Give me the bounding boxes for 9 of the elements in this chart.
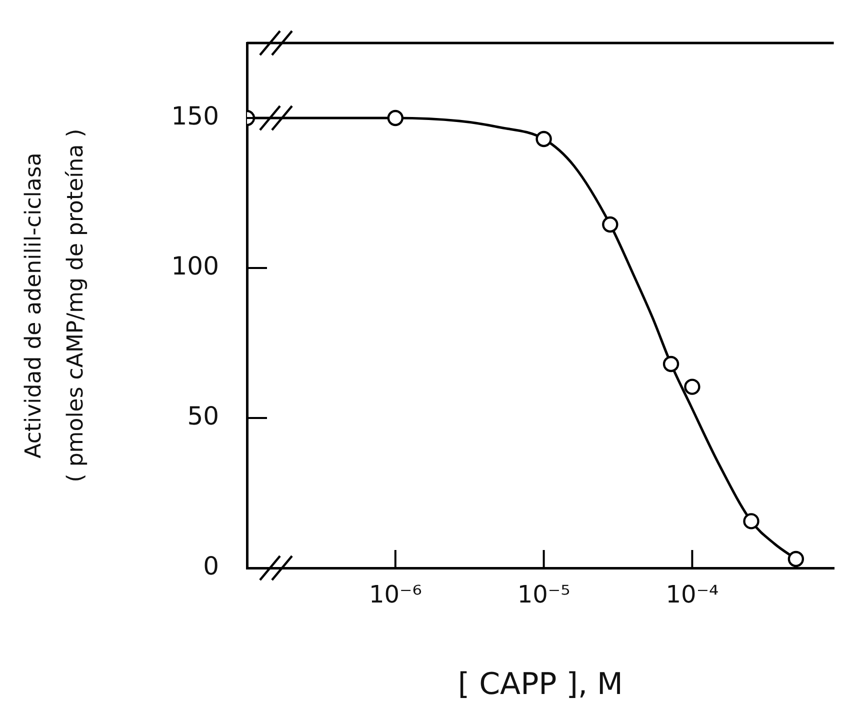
y-axis-title: Actividad de adenilil-ciclasa ( pmoles cAMP/mg de proteína ) (22, 128, 88, 482)
x-tick-label: 10⁻⁶ (368, 580, 422, 609)
y-tick-label: 150 (171, 102, 219, 130)
x-tick-label: 10⁻⁴ (666, 580, 719, 609)
x-axis-title: [ CAPP ], M (458, 666, 623, 702)
y-tick-label: 100 (171, 252, 219, 280)
y-tick-label: 50 (187, 402, 219, 430)
x-tick-label: 10⁻⁵ (517, 580, 570, 609)
y-tick-label: 0 (203, 552, 219, 580)
